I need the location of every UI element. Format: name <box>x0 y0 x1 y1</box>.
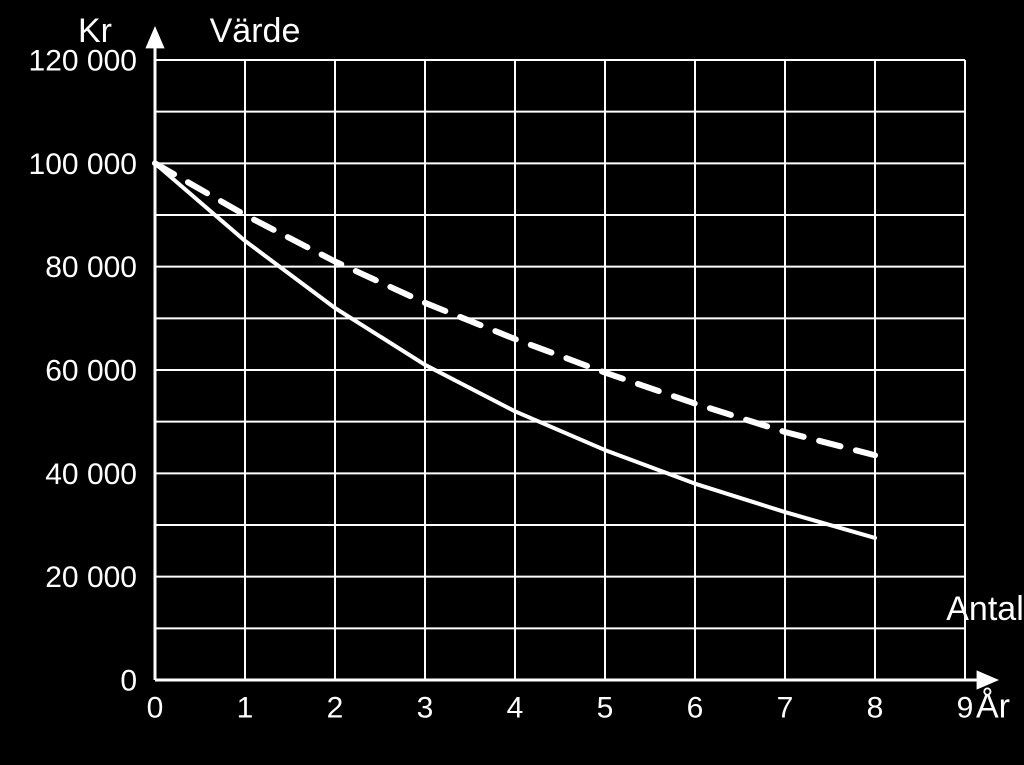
y-tick-label: 100 000 <box>29 148 137 181</box>
x-tick-label: 6 <box>687 692 704 725</box>
x-axis-label: År <box>976 688 1010 726</box>
chart-title: Värde <box>210 12 301 50</box>
y-tick-label: 0 <box>120 665 137 698</box>
x-tick-label: 5 <box>597 692 614 725</box>
x-axis-secondary-label: Antal <box>946 590 1024 628</box>
x-tick-label: 7 <box>777 692 794 725</box>
x-tick-label: 4 <box>507 692 524 725</box>
y-tick-label: 60 000 <box>45 355 137 388</box>
x-tick-label: 9 <box>957 692 974 725</box>
y-tick-label: 40 000 <box>45 458 137 491</box>
x-tick-label: 3 <box>417 692 434 725</box>
x-tick-label: 8 <box>867 692 884 725</box>
y-tick-label: 20 000 <box>45 561 137 594</box>
y-tick-label: 80 000 <box>45 251 137 284</box>
y-axis-label: Kr <box>78 12 112 50</box>
depreciation-chart: 020 00040 00060 00080 000100 000120 0000… <box>0 0 1024 765</box>
x-tick-label: 0 <box>147 692 164 725</box>
x-tick-label: 2 <box>327 692 344 725</box>
x-tick-label: 1 <box>237 692 254 725</box>
